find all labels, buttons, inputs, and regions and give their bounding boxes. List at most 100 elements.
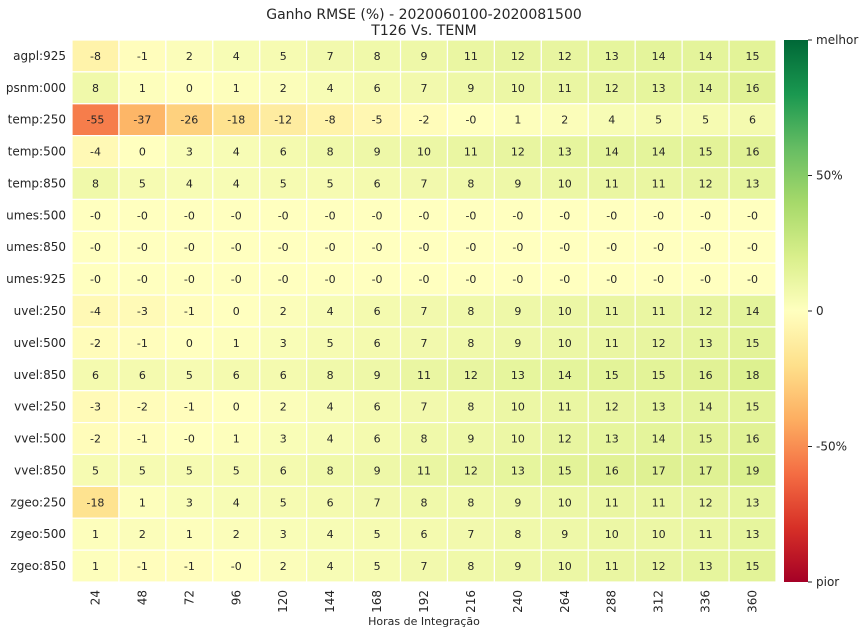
- heatmap-cell: [259, 358, 308, 392]
- heatmap-cell: [165, 390, 214, 424]
- cell-value-label: 12: [699, 305, 713, 318]
- colorbar-tick-label: melhor: [816, 33, 858, 47]
- cell-value-label: 9: [514, 337, 521, 350]
- cell-value-label: 0: [233, 305, 240, 318]
- heatmap-cells: -8 -1 2 4 5 7 8 9 11 12 12 13 14 14 158 1 0 1 2 4 6 7 9 10 11 12 1…: [71, 39, 777, 583]
- heatmap-cell: [540, 262, 589, 296]
- heatmap-cell: [118, 71, 167, 105]
- cell-value-label: -0: [231, 241, 242, 254]
- cell-value-label: -0: [559, 273, 570, 286]
- cell-value-label: -0: [372, 273, 383, 286]
- heatmap-cell: [71, 358, 120, 392]
- cell-value-label: 7: [467, 528, 474, 541]
- column-tick-label: 240: [511, 590, 525, 613]
- cell-value-label: 9: [561, 528, 568, 541]
- column-tick-label: 312: [652, 590, 666, 613]
- heatmap-cell: [681, 517, 730, 551]
- cell-value-label: 10: [652, 528, 666, 541]
- cell-value-label: -4: [90, 146, 101, 159]
- heatmap-cell: [728, 230, 777, 264]
- heatmap-cell: [587, 294, 636, 328]
- cell-value-label: -0: [559, 209, 570, 222]
- cell-value-label: 1: [92, 560, 99, 573]
- cell-value-label: 11: [417, 369, 431, 382]
- heatmap-cell: [399, 39, 449, 73]
- cell-value-label: -0: [606, 209, 617, 222]
- cell-value-label: -0: [231, 560, 242, 573]
- heatmap-cell: [353, 103, 402, 137]
- heatmap-cell: [681, 326, 730, 360]
- heatmap-cell: [587, 517, 636, 551]
- heatmap-cell: [259, 135, 308, 169]
- cell-value-label: 14: [699, 401, 713, 414]
- cell-value-label: 6: [374, 433, 381, 446]
- cell-value-label: 14: [699, 50, 713, 63]
- heatmap-cell: [634, 198, 683, 232]
- cell-value-label: 13: [511, 369, 525, 382]
- cell-value-label: 4: [327, 560, 334, 573]
- cell-value-label: 9: [374, 464, 381, 477]
- heatmap-cell: [493, 198, 542, 232]
- cell-value-label: 1: [233, 82, 240, 95]
- cell-value-label: 8: [327, 464, 334, 477]
- heatmap-cell: [259, 517, 308, 551]
- cell-value-label: 15: [699, 146, 713, 159]
- heatmap-cell: [353, 71, 402, 105]
- heatmap-cell: [728, 198, 777, 232]
- cell-value-label: 6: [280, 464, 287, 477]
- heatmap-cell: [306, 71, 355, 105]
- heatmap-cell: [118, 453, 167, 487]
- heatmap-cell: [353, 262, 402, 296]
- cell-value-label: 2: [561, 114, 568, 127]
- heatmap-cell: [540, 390, 589, 424]
- cell-value-label: -37: [133, 114, 151, 127]
- cell-value-label: 6: [749, 114, 756, 127]
- cell-value-label: 15: [652, 369, 666, 382]
- cell-value-label: 5: [280, 496, 287, 509]
- cell-value-label: -0: [653, 241, 664, 254]
- cell-value-label: -0: [137, 241, 148, 254]
- cell-value-label: -0: [700, 273, 711, 286]
- heatmap-cell: [306, 358, 355, 392]
- cell-value-label: -8: [325, 114, 336, 127]
- cell-value-label: 1: [92, 528, 99, 541]
- cell-value-label: -0: [231, 209, 242, 222]
- heatmap-cell: [728, 549, 777, 583]
- heatmap-cell: [71, 39, 120, 73]
- cell-value-label: -0: [184, 433, 195, 446]
- cell-value-label: -0: [747, 209, 758, 222]
- column-tick-label: 216: [464, 590, 478, 613]
- heatmap-cell: [540, 485, 589, 519]
- cell-value-label: -0: [184, 273, 195, 286]
- cell-value-label: -0: [419, 273, 430, 286]
- heatmap-cell: [71, 198, 120, 232]
- heatmap-cell: [353, 358, 402, 392]
- heatmap-cell: [165, 135, 214, 169]
- heatmap-cell: [446, 166, 496, 201]
- heatmap-cell: [587, 71, 636, 105]
- cell-value-label: 5: [655, 114, 662, 127]
- heatmap-cell: [399, 326, 449, 360]
- cell-value-label: 12: [558, 433, 572, 446]
- cell-value-label: -55: [86, 114, 104, 127]
- heatmap-cell: [587, 39, 636, 73]
- cell-value-label: -0: [325, 241, 336, 254]
- heatmap-cell: [118, 198, 167, 232]
- heatmap-cell: [681, 71, 730, 105]
- cell-value-label: 6: [374, 177, 381, 190]
- cell-value-label: 10: [558, 337, 572, 350]
- cell-value-label: 6: [421, 528, 428, 541]
- heatmap-cell: [399, 166, 449, 201]
- heatmap-cell: [306, 294, 355, 328]
- cell-value-label: -26: [180, 114, 198, 127]
- cell-value-label: 0: [186, 337, 193, 350]
- column-tick-label: 336: [699, 590, 713, 613]
- heatmap-cell: [306, 198, 355, 232]
- heatmap-cell: [306, 549, 355, 583]
- cell-value-label: -0: [465, 209, 476, 222]
- cell-value-label: 2: [280, 305, 287, 318]
- cell-value-label: 5: [186, 369, 193, 382]
- cell-value-label: 6: [92, 369, 99, 382]
- cell-value-label: 7: [421, 82, 428, 95]
- cell-value-label: 6: [233, 369, 240, 382]
